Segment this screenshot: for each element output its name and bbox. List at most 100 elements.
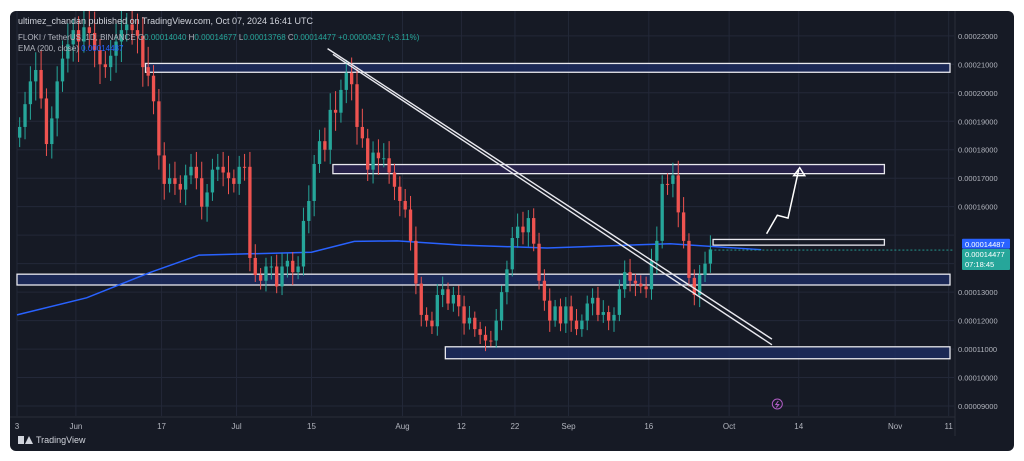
legend-ema-label: EMA (200, close) xyxy=(18,44,79,53)
footer-brand-text: TradingView xyxy=(36,435,86,445)
legend-open: 0.00014040 xyxy=(144,33,187,42)
candle-body-2 xyxy=(28,81,33,105)
ema-price-tag: 0.00014487 xyxy=(965,240,1005,249)
candle-body-59 xyxy=(333,109,338,113)
candle-body-120 xyxy=(660,183,664,241)
x-tick-label: 3 xyxy=(15,422,20,431)
candle-body-128 xyxy=(703,263,707,276)
legend-close: 0.00014477 xyxy=(293,33,336,42)
candle-body-94 xyxy=(521,226,525,233)
candle-body-34 xyxy=(200,178,204,207)
candle-body-47 xyxy=(269,266,273,268)
footer-brand: TradingView xyxy=(18,435,86,445)
candle-body-62 xyxy=(349,72,354,85)
candle-body-39 xyxy=(226,172,231,179)
candle-body-8 xyxy=(60,58,65,82)
candle-body-82 xyxy=(457,294,461,307)
candle-body-60 xyxy=(339,89,343,113)
candle-body-30 xyxy=(178,183,182,190)
x-tick-label: 12 xyxy=(457,422,466,431)
candle-body-78 xyxy=(435,294,439,327)
candle-body-93 xyxy=(515,226,520,239)
candle-body-98 xyxy=(542,280,547,301)
y-tick-label: 0.00010000 xyxy=(958,374,998,383)
last-price-tag: 0.00014477 xyxy=(965,250,1005,259)
candle-body-36 xyxy=(210,169,215,193)
y-tick-label: 0.00018000 xyxy=(958,146,998,155)
candle-body-27 xyxy=(162,155,166,184)
candle-body-21 xyxy=(130,24,134,31)
candle-body-35 xyxy=(205,192,209,207)
candle-body-20 xyxy=(125,24,129,31)
candle-body-22 xyxy=(135,30,140,36)
x-tick-label: Aug xyxy=(395,422,409,431)
candle-body-109 xyxy=(601,312,605,315)
tradingview-logo-icon xyxy=(18,436,33,444)
candle-body-74 xyxy=(414,240,418,284)
zone-box-4 xyxy=(712,238,886,246)
candle-body-96 xyxy=(532,218,536,244)
x-tick-label: Sep xyxy=(561,422,576,431)
candle-body-129 xyxy=(708,249,713,264)
candle-body-95 xyxy=(526,218,530,233)
candle-body-76 xyxy=(424,314,429,321)
candle-body-127 xyxy=(698,275,702,295)
candle-body-42 xyxy=(242,166,247,168)
candle-body-108 xyxy=(596,297,600,315)
candle-body-114 xyxy=(628,272,632,281)
candle-body-23 xyxy=(141,35,145,68)
candle-body-123 xyxy=(676,175,680,213)
candle-body-126 xyxy=(692,277,696,295)
candle-body-6 xyxy=(50,118,54,145)
price-chart[interactable]: 0.00009000 0.00010000 0.00011000 0.00012000… xyxy=(10,11,1014,451)
candle-body-44 xyxy=(253,257,257,276)
candle-body-66 xyxy=(371,152,375,170)
y-tick-label: 0.00009000 xyxy=(958,402,998,411)
candle-body-97 xyxy=(537,243,541,281)
candle-body-13 xyxy=(87,27,91,33)
candle-body-14 xyxy=(92,32,97,51)
candle-body-104 xyxy=(574,320,579,330)
candle-body-46 xyxy=(264,266,268,281)
legend-low: 0.00013768 xyxy=(243,33,286,42)
candle-body-69 xyxy=(387,158,391,173)
legend-ema-value: 0.00014487 xyxy=(81,44,124,53)
candle-body-121 xyxy=(665,183,670,185)
candle-body-83 xyxy=(462,306,466,324)
candle-body-45 xyxy=(258,275,263,281)
candle-body-79 xyxy=(441,289,445,295)
candle-body-3 xyxy=(34,69,38,82)
candle-body-28 xyxy=(167,178,172,184)
candle-body-116 xyxy=(639,283,643,287)
legend-ohlc: FLOKI / TetherUS, 1D, BINANCE O0.0001404… xyxy=(18,33,419,42)
candle-body-91 xyxy=(505,269,509,293)
candle-body-99 xyxy=(548,300,552,321)
candle-body-43 xyxy=(248,166,252,258)
candle-body-64 xyxy=(360,126,365,139)
y-tick-label: 0.00020000 xyxy=(958,89,998,98)
candle-body-68 xyxy=(382,158,386,160)
countdown-tag: 07:18:45 xyxy=(965,260,994,269)
candle-body-77 xyxy=(430,320,434,327)
zone-box-3 xyxy=(444,346,951,360)
candle-body-100 xyxy=(553,306,557,321)
candle-body-18 xyxy=(114,41,118,56)
last-price-tag-bg xyxy=(962,249,1010,271)
candle-body-72 xyxy=(403,200,407,210)
candle-body-25 xyxy=(151,75,156,102)
candle-body-73 xyxy=(408,209,413,241)
legend-symbol: FLOKI / TetherUS, 1D, BINANCE xyxy=(18,33,136,42)
legend-low-label: L xyxy=(238,33,244,42)
candle-body-86 xyxy=(478,329,482,335)
candle-body-75 xyxy=(419,283,423,315)
candle-body-54 xyxy=(307,200,311,221)
candle-body-80 xyxy=(446,289,450,304)
zone-box-2 xyxy=(16,273,951,286)
candle-body-55 xyxy=(312,163,316,201)
x-tick-label: 11 xyxy=(944,422,953,431)
legend-ema: EMA (200, close) 0.00014487 xyxy=(18,44,123,53)
y-tick-label: 0.00022000 xyxy=(958,32,998,41)
candle-body-37 xyxy=(216,166,220,170)
candle-body-29 xyxy=(173,178,177,184)
candle-body-92 xyxy=(510,238,514,270)
